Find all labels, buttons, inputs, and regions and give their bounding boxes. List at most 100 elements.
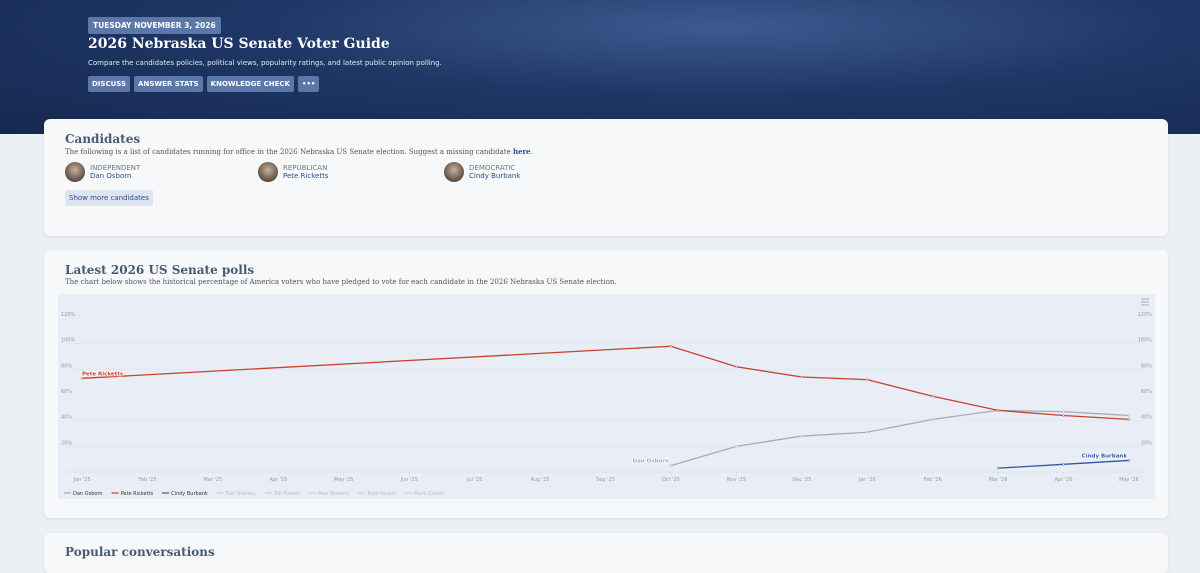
data-point <box>735 365 738 369</box>
x-tick-label: May '25 <box>334 477 354 483</box>
candidate[interactable]: REPUBLICAN Pete Ricketts <box>258 162 328 182</box>
section-title: Candidates <box>65 132 141 146</box>
x-tick-label: Jul '25 <box>466 477 482 483</box>
data-point <box>1127 414 1131 417</box>
candidate-name: Dan Osborn <box>90 172 132 180</box>
y-tick-label: 120% <box>61 312 76 318</box>
page: {"header": {"date": "TUESDAY NOVEMBER 3,… <box>0 0 1200 559</box>
legend-label: Earl Starkey <box>226 491 256 497</box>
party: DEMOCRATIC <box>469 164 516 172</box>
avatar <box>444 162 464 182</box>
x-tick-label: Nov '25 <box>727 477 746 483</box>
nav-button[interactable]: ••• <box>297 76 320 92</box>
data-point <box>735 445 738 448</box>
section-description: The chart below shows the historical per… <box>65 278 617 286</box>
legend-item-inactive[interactable]: Bill Forbes <box>265 491 300 497</box>
party: INDEPENDENT <box>90 164 141 172</box>
candidate-name: Pete Ricketts <box>283 172 329 180</box>
data-point <box>800 375 804 379</box>
avatar <box>258 162 278 182</box>
candidate[interactable]: DEMOCRATIC Cindy Burbank <box>444 162 520 182</box>
section-title: Latest 2026 US Senate polls <box>65 263 255 277</box>
legend-item-inactive[interactable]: Earl Starkey <box>216 491 256 497</box>
legend-label: Mark Colten <box>414 491 444 497</box>
y2-tick-label: 80% <box>1141 363 1152 369</box>
candidate-info: INDEPENDENT Dan Osborn <box>90 164 140 180</box>
data-point <box>1127 459 1131 462</box>
x-tick-label: Aug '25 <box>531 477 550 483</box>
legend-item-inactive[interactable]: Mark Colten <box>404 491 444 497</box>
y-tick-label: 80% <box>61 363 72 369</box>
x-tick-label: Mar '26 <box>989 477 1008 483</box>
y-tick-label: 100% <box>61 338 76 344</box>
x-tick-label: Sep '25 <box>596 477 615 483</box>
x-tick-label: Mar '25 <box>203 477 222 483</box>
x-tick-label: Apr '25 <box>269 477 287 483</box>
data-point <box>1062 463 1065 466</box>
x-tick-label: Dec '25 <box>792 477 811 483</box>
legend-item-inactive[interactable]: Max Sterens <box>308 491 349 497</box>
page-subtitle: Compare the candidates policies, politic… <box>88 59 442 67</box>
nav-button[interactable]: ANSWER STATS <box>134 76 203 92</box>
data-point <box>866 430 869 434</box>
candidate[interactable]: INDEPENDENT Dan Osborn <box>65 162 140 182</box>
show-more-button[interactable]: Show more candidates <box>65 190 153 206</box>
x-tick-label: Feb '25 <box>138 477 156 483</box>
legend-label: Cindy Burbank <box>171 491 208 497</box>
candidate-name: Cindy Burbank <box>469 172 521 180</box>
legend-item-inactive[interactable]: Todd Koskel <box>357 491 396 497</box>
data-point <box>996 466 1000 470</box>
x-tick-label: Apr '26 <box>1055 477 1073 483</box>
y2-tick-label: 20% <box>1141 440 1152 446</box>
text: . <box>530 148 533 156</box>
legend-item[interactable]: Cindy Burbank <box>162 491 208 497</box>
series-label: Cindy Burbank <box>1082 453 1128 459</box>
data-point <box>1062 414 1065 417</box>
y2-tick-label: 100% <box>1138 338 1153 344</box>
x-tick-label: Feb '26 <box>924 477 942 483</box>
action-buttons: DISCUSS ANSWER STATS KNOWLEDGE CHECK ••• <box>88 76 320 92</box>
data-point <box>996 409 1000 412</box>
data-point <box>669 344 673 348</box>
menu-icon[interactable] <box>1141 298 1149 306</box>
section-title: Popular conversations <box>65 545 215 559</box>
polls-card: Latest 2026 US Senate polls The chart be… <box>44 250 1168 518</box>
x-tick-label: Oct '25 <box>662 477 680 483</box>
date-badge: TUESDAY NOVEMBER 3, 2026 <box>88 17 221 34</box>
avatar <box>65 162 85 182</box>
nav-button[interactable]: DISCUSS <box>88 76 131 92</box>
legend-item[interactable]: Dan Osborn <box>64 491 103 497</box>
legend-label: Todd Koskel <box>366 491 396 497</box>
series-line <box>670 409 1130 467</box>
section-description: The following is a list of candidates ru… <box>65 147 533 156</box>
y2-tick-label: 60% <box>1141 389 1152 395</box>
nav-button[interactable]: KNOWLEDGE CHECK <box>206 76 294 92</box>
x-tick-label: May '26 <box>1119 477 1139 483</box>
legend-label: Pete Ricketts <box>121 491 154 497</box>
candidates-card: Candidates The following is a list of ca… <box>44 119 1168 236</box>
series-label: Dan Osborn <box>633 459 669 465</box>
text: The following is a list of candidates ru… <box>65 148 513 156</box>
conversations-card: Popular conversations <box>44 533 1168 573</box>
data-point <box>1062 410 1065 413</box>
y-tick-label: 60% <box>61 389 72 395</box>
legend-label: Dan Osborn <box>73 491 103 497</box>
data-point <box>80 377 84 380</box>
legend-label: Max Sterens <box>318 491 349 497</box>
candidate-info: REPUBLICAN Pete Ricketts <box>283 164 328 180</box>
poll-chart: 20% 20% 40% 40% 60% 60% 80% 80% 100% 100% 120% 120%… <box>58 294 1155 499</box>
legend-label: Bill Forbes <box>274 491 300 497</box>
y-tick-label: 40% <box>61 415 72 421</box>
party: REPUBLICAN <box>283 164 328 172</box>
x-tick-label: Jan '25 <box>72 477 90 483</box>
data-point <box>1127 418 1131 421</box>
data-point <box>800 434 804 438</box>
data-point <box>931 418 934 421</box>
y2-tick-label: 120% <box>1138 312 1153 318</box>
chart-background <box>58 294 1155 499</box>
legend-item[interactable]: Pete Ricketts <box>111 491 154 497</box>
data-point <box>669 464 673 467</box>
data-point <box>866 378 869 381</box>
series-label: Pete Ricketts <box>82 371 124 377</box>
link[interactable]: here <box>512 147 531 156</box>
